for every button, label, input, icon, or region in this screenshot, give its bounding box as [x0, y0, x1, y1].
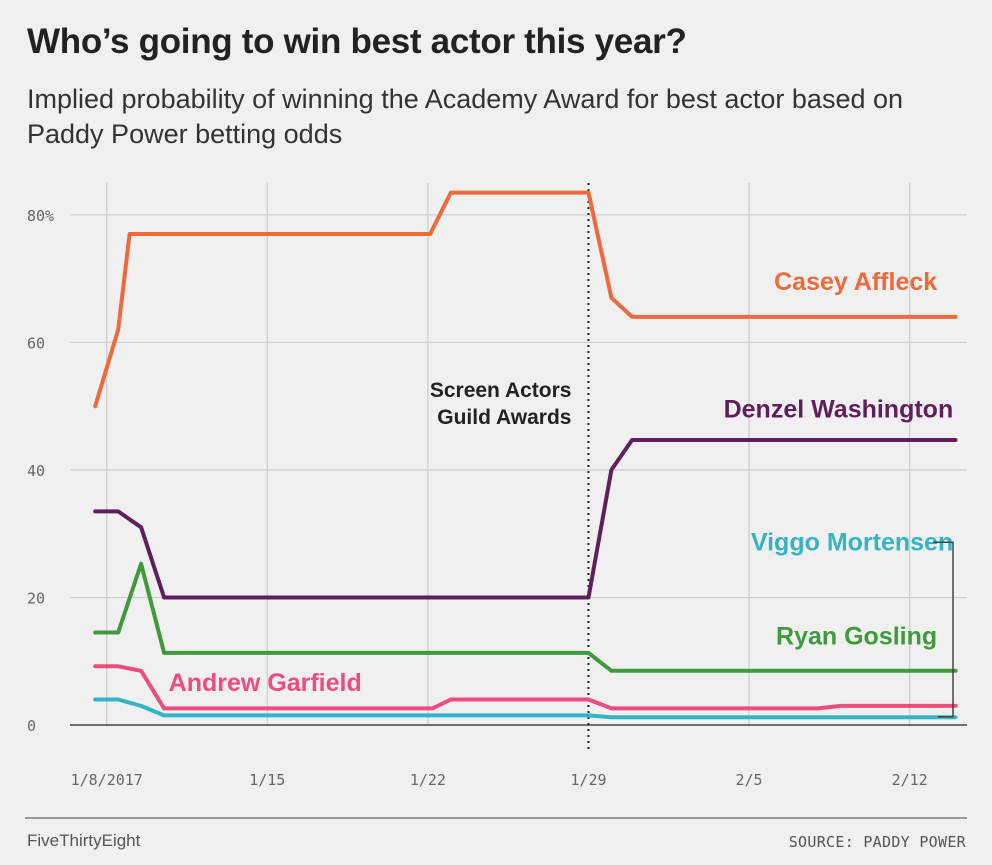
y-tick-label: 0 [27, 717, 36, 735]
y-tick-label: 80% [27, 207, 54, 225]
series-line-ryan-gosling [93, 561, 958, 673]
series-label-andrew-garfield: Andrew Garfield [169, 669, 362, 697]
annotation-label: Guild Awards [437, 406, 571, 429]
x-tick-label: 1/8/2017 [71, 771, 143, 789]
y-tick-label: 60 [27, 334, 45, 352]
annotation-label: Screen Actors [430, 379, 572, 402]
source-note: SOURCE: PADDY POWER [788, 833, 966, 851]
brand-logo-text: FiveThirtyEight [27, 831, 141, 850]
x-tick-label: 2/12 [892, 771, 928, 789]
footer-divider [25, 817, 967, 819]
series-line-casey-affleck [93, 190, 958, 409]
y-tick-label: 40 [27, 462, 45, 480]
viggo-label-bracket [933, 541, 954, 718]
y-tick-label: 20 [27, 589, 45, 607]
series-line-viggo-mortensen [93, 697, 958, 720]
series-label-viggo-mortensen: Viggo Mortensen [751, 528, 953, 556]
series-line-denzel-washington [93, 438, 958, 600]
x-tick-label: 1/29 [570, 771, 606, 789]
x-tick-label: 1/15 [249, 771, 285, 789]
chart-subtitle: Implied probability of winning the Acade… [27, 84, 904, 149]
series-line-andrew-garfield [93, 664, 958, 711]
series-label-casey-affleck: Casey Affleck [774, 268, 937, 296]
chart-title: Who’s going to win best actor this year? [27, 22, 687, 61]
x-tick-label: 2/5 [736, 771, 763, 789]
series-label-ryan-gosling: Ryan Gosling [776, 623, 937, 651]
x-tick-label: 1/22 [410, 771, 446, 789]
series-label-denzel-washington: Denzel Washington [724, 396, 954, 424]
